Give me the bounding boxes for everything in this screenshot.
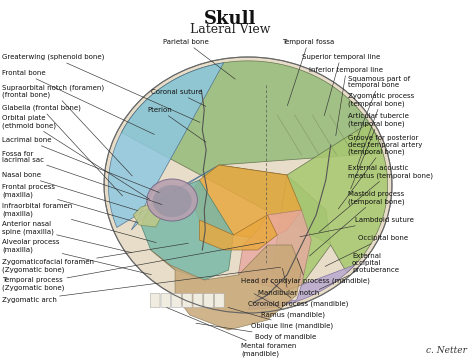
Text: Mastoid process
(temporal bone): Mastoid process (temporal bone) bbox=[310, 191, 405, 256]
FancyBboxPatch shape bbox=[204, 294, 213, 307]
Text: Frontal bone: Frontal bone bbox=[2, 70, 155, 134]
Text: Temporal process
(Zygomatic bone): Temporal process (Zygomatic bone) bbox=[2, 242, 264, 291]
Polygon shape bbox=[121, 61, 383, 245]
Text: Temporal fossa: Temporal fossa bbox=[282, 39, 334, 106]
Text: Body of mandible: Body of mandible bbox=[196, 323, 316, 340]
Text: Lacrimal bone: Lacrimal bone bbox=[2, 137, 159, 192]
Ellipse shape bbox=[147, 179, 198, 221]
Text: Fossa for
lacrimal sac: Fossa for lacrimal sac bbox=[2, 151, 162, 205]
Text: Zygomatic process
(temporal bone): Zygomatic process (temporal bone) bbox=[348, 93, 414, 166]
Text: Coronoid process (mandible): Coronoid process (mandible) bbox=[248, 281, 348, 307]
Text: Groove for posterior
deep temporal artery
(temporal bone): Groove for posterior deep temporal arter… bbox=[338, 135, 423, 209]
Text: Ramus (mandible): Ramus (mandible) bbox=[254, 294, 325, 318]
Text: Coronal suture: Coronal suture bbox=[151, 89, 206, 106]
FancyBboxPatch shape bbox=[182, 294, 192, 307]
Text: Supraorbital notch (foramen)
(frontal bone): Supraorbital notch (foramen) (frontal bo… bbox=[2, 84, 132, 176]
Text: Zygomatic arch: Zygomatic arch bbox=[2, 267, 281, 303]
Text: Pterion: Pterion bbox=[148, 107, 206, 142]
Ellipse shape bbox=[153, 185, 191, 217]
Text: Frontal process
(maxilla): Frontal process (maxilla) bbox=[2, 184, 138, 223]
Text: Skull: Skull bbox=[204, 10, 257, 28]
Text: Mandibular notch: Mandibular notch bbox=[258, 268, 319, 296]
Text: Glabella (frontal bone): Glabella (frontal bone) bbox=[2, 105, 123, 196]
Polygon shape bbox=[109, 63, 224, 230]
Text: Parietal bone: Parietal bone bbox=[164, 39, 235, 79]
Text: Anterior nasal
spine (maxilla): Anterior nasal spine (maxilla) bbox=[2, 221, 132, 253]
Text: Lambdoid suture: Lambdoid suture bbox=[300, 217, 414, 237]
Text: Orbital plate
(ethmoid bone): Orbital plate (ethmoid bone) bbox=[2, 115, 150, 199]
Polygon shape bbox=[190, 165, 301, 240]
Text: Mental foramen
(mandible): Mental foramen (mandible) bbox=[167, 307, 297, 356]
FancyBboxPatch shape bbox=[161, 294, 171, 307]
Text: c. Netter: c. Netter bbox=[426, 346, 467, 355]
Polygon shape bbox=[200, 215, 277, 250]
Text: Nasal bone: Nasal bone bbox=[2, 172, 138, 211]
Text: Infraorbital foramen
(maxilla): Infraorbital foramen (maxilla) bbox=[2, 203, 156, 242]
FancyBboxPatch shape bbox=[214, 294, 224, 307]
FancyBboxPatch shape bbox=[150, 294, 160, 307]
Polygon shape bbox=[273, 123, 388, 290]
Text: Zygomaticofacial foramen
(Zygomatic bone): Zygomaticofacial foramen (Zygomatic bone… bbox=[2, 243, 188, 273]
Text: Alveolar process
(maxilla): Alveolar process (maxilla) bbox=[2, 239, 151, 275]
Text: Articular tubercle
(temporal bone): Articular tubercle (temporal bone) bbox=[348, 113, 409, 189]
Text: External acoustic
meatus (temporal bone): External acoustic meatus (temporal bone) bbox=[319, 166, 433, 232]
Text: Inferior temporal line: Inferior temporal line bbox=[310, 67, 383, 136]
Polygon shape bbox=[104, 57, 392, 313]
Text: External
occipital
protuberance: External occipital protuberance bbox=[319, 253, 399, 289]
Text: Oblique line (mandible): Oblique line (mandible) bbox=[228, 307, 333, 329]
Text: Lateral View: Lateral View bbox=[190, 23, 271, 36]
Polygon shape bbox=[238, 210, 311, 290]
Polygon shape bbox=[248, 265, 355, 309]
Text: Squamous part of
temporal bone: Squamous part of temporal bone bbox=[348, 76, 410, 142]
FancyBboxPatch shape bbox=[172, 294, 182, 307]
Text: Superior temporal line: Superior temporal line bbox=[301, 54, 380, 116]
Polygon shape bbox=[151, 245, 301, 330]
Text: Occipital bone: Occipital bone bbox=[325, 235, 408, 266]
Polygon shape bbox=[133, 203, 163, 227]
Text: Head of condylar process (mandible): Head of condylar process (mandible) bbox=[241, 258, 370, 284]
FancyBboxPatch shape bbox=[193, 294, 203, 307]
Polygon shape bbox=[141, 180, 233, 280]
Text: Greaterwing (sphenoid bone): Greaterwing (sphenoid bone) bbox=[2, 54, 200, 122]
